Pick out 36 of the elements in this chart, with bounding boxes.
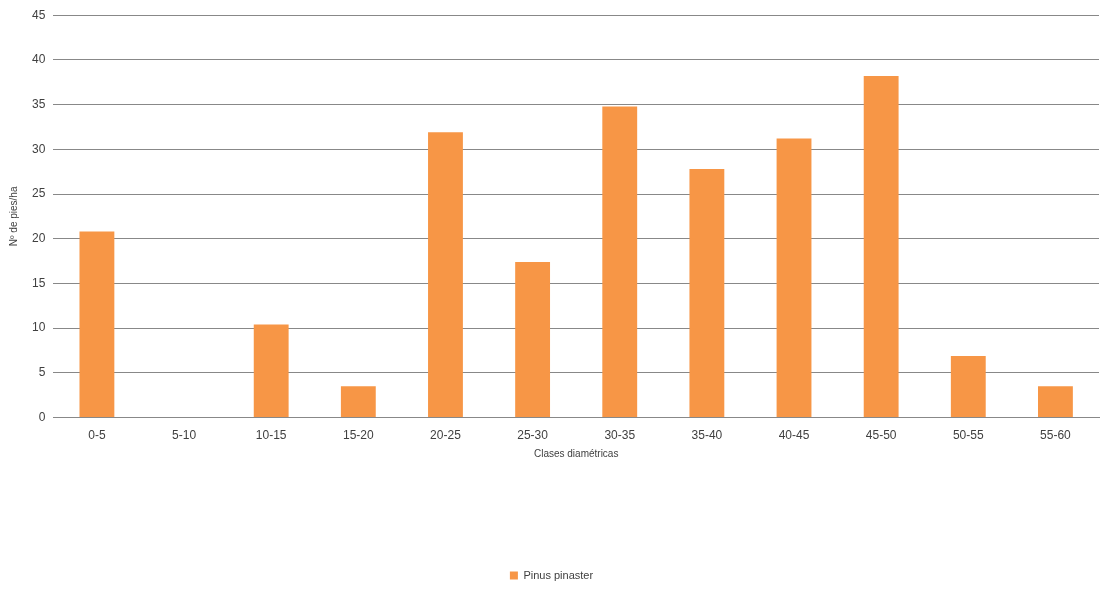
y-tick-label: 0 (38, 409, 46, 424)
x-axis-title: Clases diamétricas (533, 447, 619, 459)
y-tick-label: 5 (38, 365, 46, 380)
y-tick-label: 20 (31, 231, 46, 246)
y-tick-label: 25 (31, 186, 46, 201)
x-tick-label: 50-55 (952, 428, 984, 443)
bar (776, 138, 812, 418)
y-tick-label: 10 (31, 320, 46, 335)
bar (79, 231, 115, 418)
bar (863, 76, 899, 418)
x-tick-label: 5-10 (172, 428, 197, 443)
bar (428, 132, 463, 418)
x-tick-label: 30-35 (604, 428, 636, 443)
x-tick-label: 15-20 (342, 428, 374, 443)
bar (689, 169, 725, 418)
y-tick-label: 30 (31, 141, 46, 156)
x-tick-label: 25-30 (517, 428, 549, 443)
x-tick-label: 0-5 (88, 428, 106, 443)
bar (253, 324, 289, 418)
bar (340, 386, 376, 418)
x-tick-label: 40-45 (778, 428, 810, 443)
x-tick-label: 10-15 (255, 428, 287, 443)
bar (1038, 386, 1073, 418)
y-tick-label: 15 (31, 275, 46, 290)
y-axis-title: Nº de pies/ha (7, 186, 19, 247)
y-tick-label: 40 (31, 52, 46, 67)
x-tick-label: 45-50 (865, 428, 897, 443)
bar (602, 106, 638, 418)
bar (515, 262, 551, 418)
bar (950, 355, 986, 418)
x-tick-label: 55-60 (1040, 428, 1072, 443)
y-tick-label: 35 (31, 96, 46, 111)
x-tick-label: 35-40 (691, 428, 723, 443)
legend-label: Pinus pinaster (523, 568, 594, 581)
y-tick-label: 45 (31, 7, 46, 22)
x-tick-label: 20-25 (430, 428, 462, 443)
